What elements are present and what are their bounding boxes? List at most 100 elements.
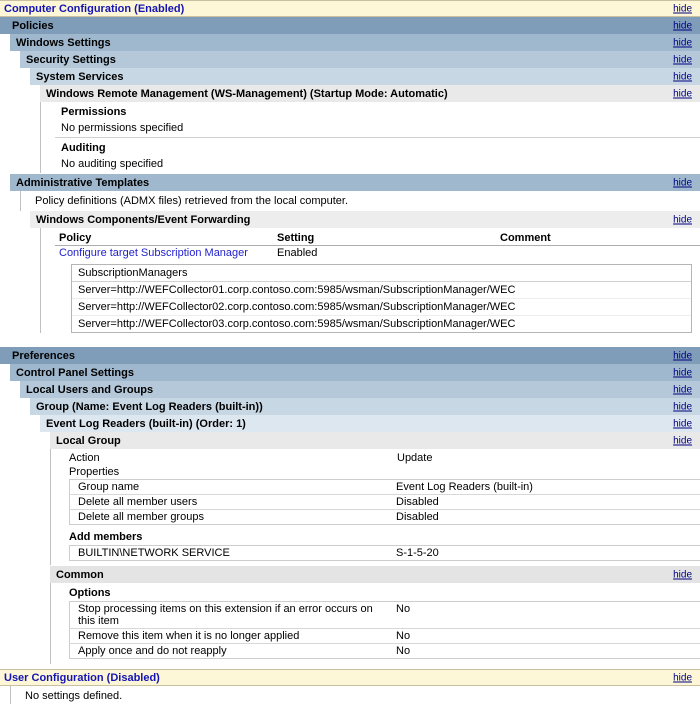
column-header-comment: Comment (496, 231, 700, 246)
table-row: Delete all member users Disabled (70, 495, 700, 510)
option-value: No (392, 602, 700, 629)
member-value: S-1-5-20 (392, 546, 700, 561)
security-settings-body: System Services hide Windows Remote Mana… (20, 68, 700, 173)
group-title: Group (Name: Event Log Readers (built-in… (30, 401, 263, 413)
computer-configuration-title: Computer Configuration (Enabled) (0, 3, 184, 15)
table-row: Apply once and do not reapply No (70, 644, 700, 659)
local-group-title: Local Group (50, 435, 121, 447)
table-row: Remove this item when it is no longer ap… (70, 629, 700, 644)
user-configuration-body: No settings defined. (0, 686, 700, 704)
group-body: Event Log Readers (built-in) (Order: 1) … (30, 415, 700, 664)
windows-settings-title: Windows Settings (10, 37, 111, 49)
option-value: No (392, 629, 700, 644)
auditing-value: No auditing specified (55, 156, 700, 173)
administrative-templates-bar: Administrative Templates hide (10, 174, 700, 191)
hide-link-security-settings[interactable]: hide (673, 54, 692, 65)
winrm-service-details: Permissions No permissions specified Aud… (40, 102, 700, 173)
hide-link-local-users-and-groups[interactable]: hide (673, 384, 692, 395)
control-panel-settings-title: Control Panel Settings (10, 367, 134, 379)
divider (0, 339, 700, 347)
system-services-body: Windows Remote Management (WS-Management… (30, 85, 700, 173)
group-item-title: Event Log Readers (built-in) (Order: 1) (40, 418, 246, 430)
hide-link-preferences[interactable]: hide (673, 350, 692, 361)
system-services-title: System Services (30, 71, 123, 83)
policy-table-wrapper: Policy Setting Comment Configure target … (40, 228, 700, 333)
policies-bar: Policies hide (0, 17, 700, 34)
local-users-and-groups-body: Group (Name: Event Log Readers (built-in… (20, 398, 700, 664)
hide-link-administrative-templates[interactable]: hide (673, 177, 692, 188)
preferences-body: Control Panel Settings hide Local Users … (0, 364, 700, 664)
list-item: Server=http://WEFCollector01.corp.contos… (72, 282, 691, 299)
subscription-managers-header: SubscriptionManagers (72, 265, 691, 282)
hide-link-group-item[interactable]: hide (673, 418, 692, 429)
security-settings-title: Security Settings (20, 54, 116, 66)
local-group-details: Action Update Properties Gro (50, 449, 700, 565)
policy-comment-value (496, 246, 700, 261)
control-panel-settings-bar: Control Panel Settings hide (10, 364, 700, 381)
common-bar: Common hide (50, 566, 700, 583)
hide-link-user-configuration[interactable]: hide (673, 672, 692, 683)
administrative-templates-body: Policy definitions (ADMX files) retrieve… (10, 191, 700, 333)
subscription-managers-panel: SubscriptionManagers Server=http://WEFCo… (71, 264, 692, 333)
member-name: BUILTIN\NETWORK SERVICE (70, 546, 393, 561)
user-configuration-note: No settings defined. (10, 686, 700, 704)
properties-table: Group name Event Log Readers (built-in) … (69, 479, 700, 525)
table-row: Group name Event Log Readers (built-in) (70, 480, 700, 495)
policies-body: Windows Settings hide Security Settings … (0, 34, 700, 333)
policy-link-subscription-manager[interactable]: Configure target Subscription Manager (55, 246, 273, 261)
hide-link-local-group[interactable]: hide (673, 435, 692, 446)
action-label: Action (59, 451, 393, 465)
hide-link-system-services[interactable]: hide (673, 71, 692, 82)
hide-link-windows-settings[interactable]: hide (673, 37, 692, 48)
hide-link-control-panel-settings[interactable]: hide (673, 367, 692, 378)
permissions-label: Permissions (55, 102, 700, 120)
members-table: BUILTIN\NETWORK SERVICE S-1-5-20 (69, 545, 700, 561)
table-row: Action Update (59, 451, 700, 465)
control-panel-settings-body: Local Users and Groups hide Group (Name:… (10, 381, 700, 664)
option-name: Remove this item when it is no longer ap… (70, 629, 393, 644)
property-value: Disabled (392, 495, 700, 510)
table-row: Delete all member groups Disabled (70, 510, 700, 525)
common-details: Options Stop processing items on this ex… (50, 583, 700, 664)
security-settings-bar: Security Settings hide (20, 51, 700, 68)
common-title: Common (50, 569, 104, 581)
winrm-service-title: Windows Remote Management (WS-Management… (40, 88, 448, 100)
system-services-bar: System Services hide (30, 68, 700, 85)
hide-link-common[interactable]: hide (673, 569, 692, 580)
hide-link-event-forwarding[interactable]: hide (673, 214, 692, 225)
admx-note: Policy definitions (ADMX files) retrieve… (20, 191, 700, 211)
table-row: BUILTIN\NETWORK SERVICE S-1-5-20 (70, 546, 700, 561)
list-item: Server=http://WEFCollector03.corp.contos… (72, 316, 691, 332)
options-label: Options (59, 585, 700, 601)
event-forwarding-bar: Windows Components/Event Forwarding hide (30, 211, 700, 228)
winrm-service-bar: Windows Remote Management (WS-Management… (40, 85, 700, 102)
option-name: Apply once and do not reapply (70, 644, 393, 659)
table-row: Stop processing items on this extension … (70, 602, 700, 629)
user-configuration-title: User Configuration (Disabled) (0, 672, 160, 684)
hide-link-group[interactable]: hide (673, 401, 692, 412)
options-table: Stop processing items on this extension … (69, 601, 700, 659)
preferences-title: Preferences (6, 350, 75, 362)
local-group-bar: Local Group hide (50, 432, 700, 449)
table-row: Configure target Subscription Manager En… (55, 246, 700, 261)
group-bar: Group (Name: Event Log Readers (built-in… (30, 398, 700, 415)
permissions-value: No permissions specified (55, 120, 700, 138)
property-value: Disabled (392, 510, 700, 525)
event-forwarding-title: Windows Components/Event Forwarding (30, 214, 250, 226)
table-row: Properties (59, 465, 700, 479)
auditing-label: Auditing (55, 138, 700, 156)
property-name: Delete all member groups (70, 510, 393, 525)
group-item-bar: Event Log Readers (built-in) (Order: 1) … (40, 415, 700, 432)
hide-link-computer-configuration[interactable]: hide (673, 3, 692, 14)
preferences-bar: Preferences hide (0, 347, 700, 364)
hide-link-policies[interactable]: hide (673, 20, 692, 31)
local-users-and-groups-title: Local Users and Groups (20, 384, 153, 396)
column-header-policy: Policy (55, 231, 273, 246)
user-configuration-banner: User Configuration (Disabled) hide (0, 669, 700, 686)
windows-settings-body: Security Settings hide System Services h… (10, 51, 700, 173)
column-header-setting: Setting (273, 231, 496, 246)
policy-setting-value: Enabled (273, 246, 496, 261)
windows-settings-bar: Windows Settings hide (10, 34, 700, 51)
hide-link-winrm-service[interactable]: hide (673, 88, 692, 99)
administrative-templates-title: Administrative Templates (10, 177, 149, 189)
